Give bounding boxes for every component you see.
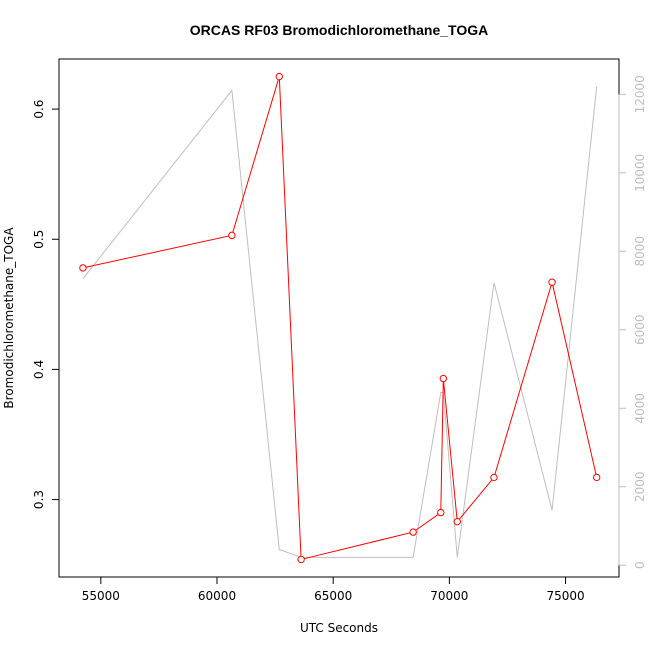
primary-series-point — [275, 72, 283, 81]
primary-series-point — [409, 528, 417, 536]
x-tick-label: 55000 — [82, 589, 120, 603]
y-axis-label: Bromodichloromethane_TOGA — [2, 227, 16, 409]
y-tick-label: 0.4 — [32, 360, 46, 379]
y-tick-label: 0.3 — [32, 490, 46, 509]
primary-series-point — [228, 231, 236, 240]
y-axis-right: 0 2000 4000 6000 8000 10000 12000 — [618, 75, 647, 569]
secondary-series-layer — [82, 86, 598, 558]
y2-tick-label: 2000 — [633, 471, 647, 502]
y2-tick-label: 6000 — [633, 314, 647, 345]
x-axis: 55000 60000 65000 70000 75000 — [82, 576, 585, 603]
primary-series-point — [490, 473, 498, 482]
primary-series-point — [548, 278, 556, 286]
y-tick-label: 0.5 — [32, 230, 46, 249]
y2-tick-label: 0 — [633, 561, 647, 569]
y-axis-left: 0.3 0.4 0.5 0.6 — [32, 100, 60, 509]
primary-series-point — [453, 517, 461, 526]
primary-series-point — [439, 374, 448, 383]
primary-series-line — [82, 76, 598, 561]
y2-tick-label: 8000 — [633, 236, 647, 267]
primary-series-point — [592, 473, 601, 482]
x-tick-label: 70000 — [430, 589, 468, 603]
y2-tick-label: 12000 — [633, 75, 647, 113]
x-tick-label: 75000 — [546, 589, 584, 603]
y2-tick-label: 4000 — [633, 393, 647, 424]
y-tick-label: 0.6 — [32, 100, 46, 119]
x-axis-label: UTC Seconds — [300, 621, 378, 635]
primary-series-layer — [79, 72, 601, 564]
secondary-series-line — [82, 86, 598, 558]
chart-title: ORCAS RF03 Bromodichloromethane_TOGA — [190, 22, 488, 38]
y2-tick-label: 10000 — [633, 154, 647, 192]
primary-series-point — [437, 508, 445, 517]
plot-frame — [58, 58, 620, 578]
x-tick-label: 65000 — [314, 589, 352, 603]
x-tick-label: 60000 — [198, 589, 236, 603]
primary-series-point — [79, 264, 87, 272]
primary-series-point — [297, 555, 305, 564]
